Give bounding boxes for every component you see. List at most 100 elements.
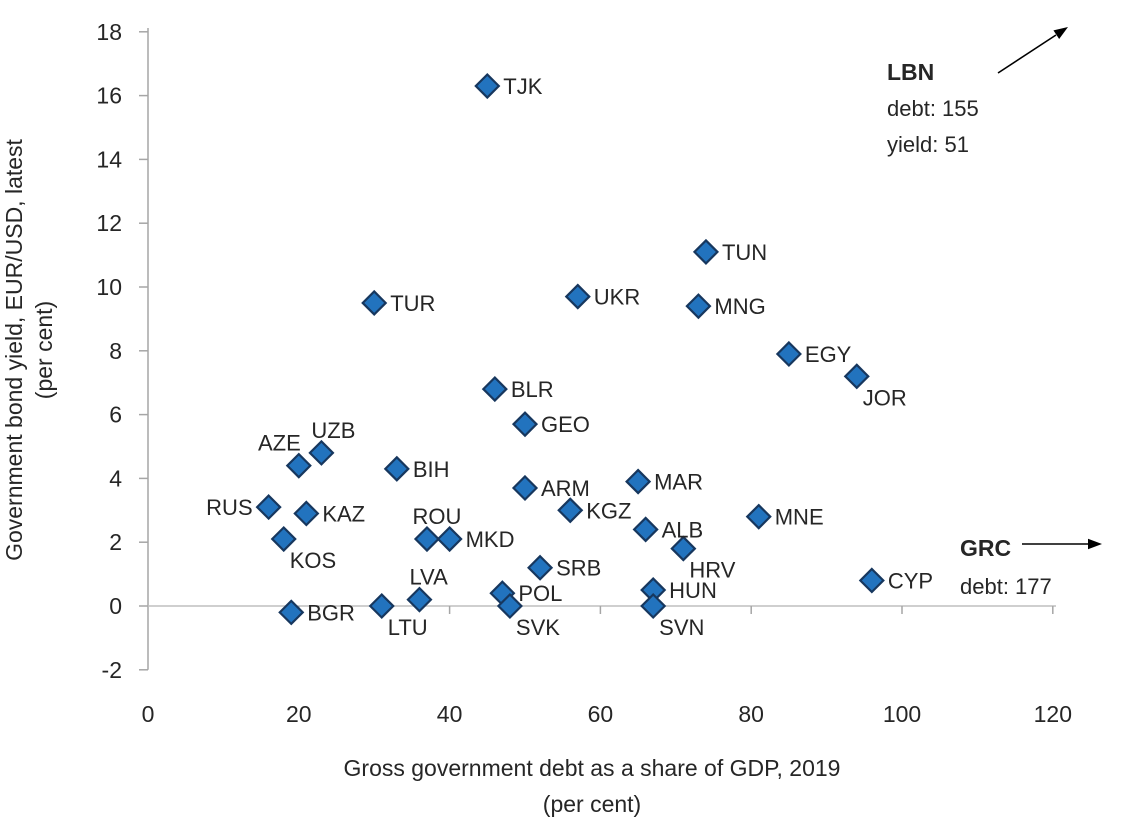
x-tick-label: 40 bbox=[437, 701, 463, 727]
point-label-SVN: SVN bbox=[659, 615, 704, 640]
point-label-SVK: SVK bbox=[516, 615, 560, 640]
point-SRB bbox=[527, 554, 554, 581]
point-RUS bbox=[255, 494, 282, 521]
point-KAZ bbox=[293, 500, 320, 527]
x-tick-label: 0 bbox=[142, 701, 155, 727]
y-tick-label: 6 bbox=[109, 402, 122, 428]
y-axis-title-units: (per cent) bbox=[31, 301, 57, 399]
y-tick-label: 18 bbox=[96, 19, 122, 45]
point-MAR bbox=[625, 468, 652, 495]
point-label-UZB: UZB bbox=[311, 418, 355, 443]
axes: -2 0 2 4 6 8 10 12 14 16 18 0 20 40 60 80 100 120 bbox=[96, 19, 1072, 727]
point-label-TUR: TUR bbox=[390, 291, 435, 316]
point-EGY bbox=[775, 340, 802, 368]
axis-titles: Gross government debt as a share of GDP,… bbox=[1, 138, 840, 817]
point-SVK bbox=[496, 592, 523, 620]
point-label-CYP: CYP bbox=[888, 568, 933, 593]
point-label-MNG: MNG bbox=[714, 294, 765, 319]
annotation-name-GRC: GRC bbox=[960, 535, 1011, 561]
annotation-arrowhead-LBN bbox=[1053, 27, 1068, 40]
point-MNG bbox=[685, 293, 712, 320]
point-LVA bbox=[406, 586, 433, 613]
point-MKD bbox=[436, 525, 463, 553]
y-tick-label: 4 bbox=[109, 465, 122, 491]
annotations: LBN debt: 155 yield: 51 GRC debt: 177 bbox=[887, 27, 1102, 599]
point-KGZ bbox=[557, 497, 584, 524]
point-label-BIH: BIH bbox=[413, 457, 450, 482]
point-UZB bbox=[308, 439, 335, 466]
point-ALB bbox=[632, 516, 659, 543]
point-label-LTU: LTU bbox=[388, 615, 428, 640]
annotation-name-LBN: LBN bbox=[887, 59, 934, 85]
point-SVN bbox=[640, 592, 667, 620]
point-label-LVA: LVA bbox=[409, 565, 448, 590]
x-tick-label: 100 bbox=[883, 701, 921, 727]
point-label-GEO: GEO bbox=[541, 412, 590, 437]
x-axis-title-units: (per cent) bbox=[543, 791, 641, 817]
point-HRV bbox=[670, 535, 697, 562]
x-axis-title: Gross government debt as a share of GDP,… bbox=[344, 755, 841, 781]
y-tick-label: 10 bbox=[96, 274, 122, 300]
point-label-JOR: JOR bbox=[863, 385, 907, 410]
point-label-KGZ: KGZ bbox=[586, 498, 631, 523]
point-BIH bbox=[383, 455, 410, 482]
point-label-EGY: EGY bbox=[805, 342, 852, 367]
point-label-BLR: BLR bbox=[511, 377, 554, 402]
point-label-POL: POL bbox=[518, 581, 562, 606]
y-tick-label: 14 bbox=[96, 146, 122, 172]
point-label-RUS: RUS bbox=[206, 495, 252, 520]
y-tick-label: 8 bbox=[109, 338, 122, 364]
annotation-line: yield: 51 bbox=[887, 132, 969, 157]
point-TJK bbox=[474, 72, 501, 100]
annotation-line: debt: 155 bbox=[887, 96, 979, 121]
x-tick-label: 80 bbox=[738, 701, 764, 727]
point-labels: TJK TUR UKR TUN MNG EGY JOR BLR GEO UZB AZE BIH RUS K… bbox=[206, 74, 933, 640]
annotation-line: debt: 177 bbox=[960, 574, 1052, 599]
point-label-UKR: UKR bbox=[594, 285, 640, 310]
point-label-MKD: MKD bbox=[466, 527, 515, 552]
point-label-MAR: MAR bbox=[654, 470, 703, 495]
point-label-BGR: BGR bbox=[307, 600, 355, 625]
x-tick-label: 60 bbox=[588, 701, 614, 727]
y-tick-label: 2 bbox=[109, 529, 122, 555]
point-GEO bbox=[511, 411, 539, 438]
point-BGR bbox=[278, 599, 305, 626]
point-UKR bbox=[564, 283, 591, 310]
point-label-HRV: HRV bbox=[689, 558, 735, 583]
point-TUN bbox=[692, 238, 720, 265]
point-label-TJK: TJK bbox=[503, 74, 542, 99]
point-MNE bbox=[745, 503, 772, 530]
annotation-GRC: GRC debt: 177 bbox=[960, 535, 1102, 599]
point-KOS bbox=[270, 525, 297, 553]
y-tick-label: 16 bbox=[96, 83, 122, 109]
point-TUR bbox=[361, 289, 388, 317]
point-label-ROU: ROU bbox=[413, 504, 462, 529]
point-ROU bbox=[413, 525, 441, 553]
y-tick-label: -2 bbox=[102, 657, 122, 683]
point-label-TUN: TUN bbox=[722, 240, 767, 265]
point-label-KOS: KOS bbox=[290, 548, 336, 573]
point-label-HUN: HUN bbox=[669, 578, 717, 603]
point-JOR bbox=[843, 363, 870, 390]
point-BLR bbox=[481, 376, 508, 403]
point-label-KAZ: KAZ bbox=[322, 501, 365, 526]
annotation-arrowhead-GRC bbox=[1088, 538, 1102, 550]
y-axis-title: Government bond yield, EUR/USD, latest bbox=[1, 138, 27, 560]
x-tick-label: 20 bbox=[286, 701, 312, 727]
point-label-AZE: AZE bbox=[258, 431, 301, 456]
point-label-ALB: ALB bbox=[662, 517, 704, 542]
point-label-SRB: SRB bbox=[556, 556, 601, 581]
x-tick-label: 120 bbox=[1034, 701, 1072, 727]
y-tick-label: 0 bbox=[109, 593, 122, 619]
annotation-LBN: LBN debt: 155 yield: 51 bbox=[887, 27, 1068, 157]
point-ARM bbox=[511, 474, 539, 502]
point-label-MNE: MNE bbox=[775, 505, 824, 530]
point-AZE bbox=[285, 452, 312, 479]
point-label-ARM: ARM bbox=[541, 476, 590, 501]
y-tick-label: 12 bbox=[96, 210, 122, 236]
point-LTU bbox=[368, 592, 395, 620]
annotation-arrow-LBN bbox=[997, 34, 1057, 74]
data-points bbox=[255, 72, 885, 626]
